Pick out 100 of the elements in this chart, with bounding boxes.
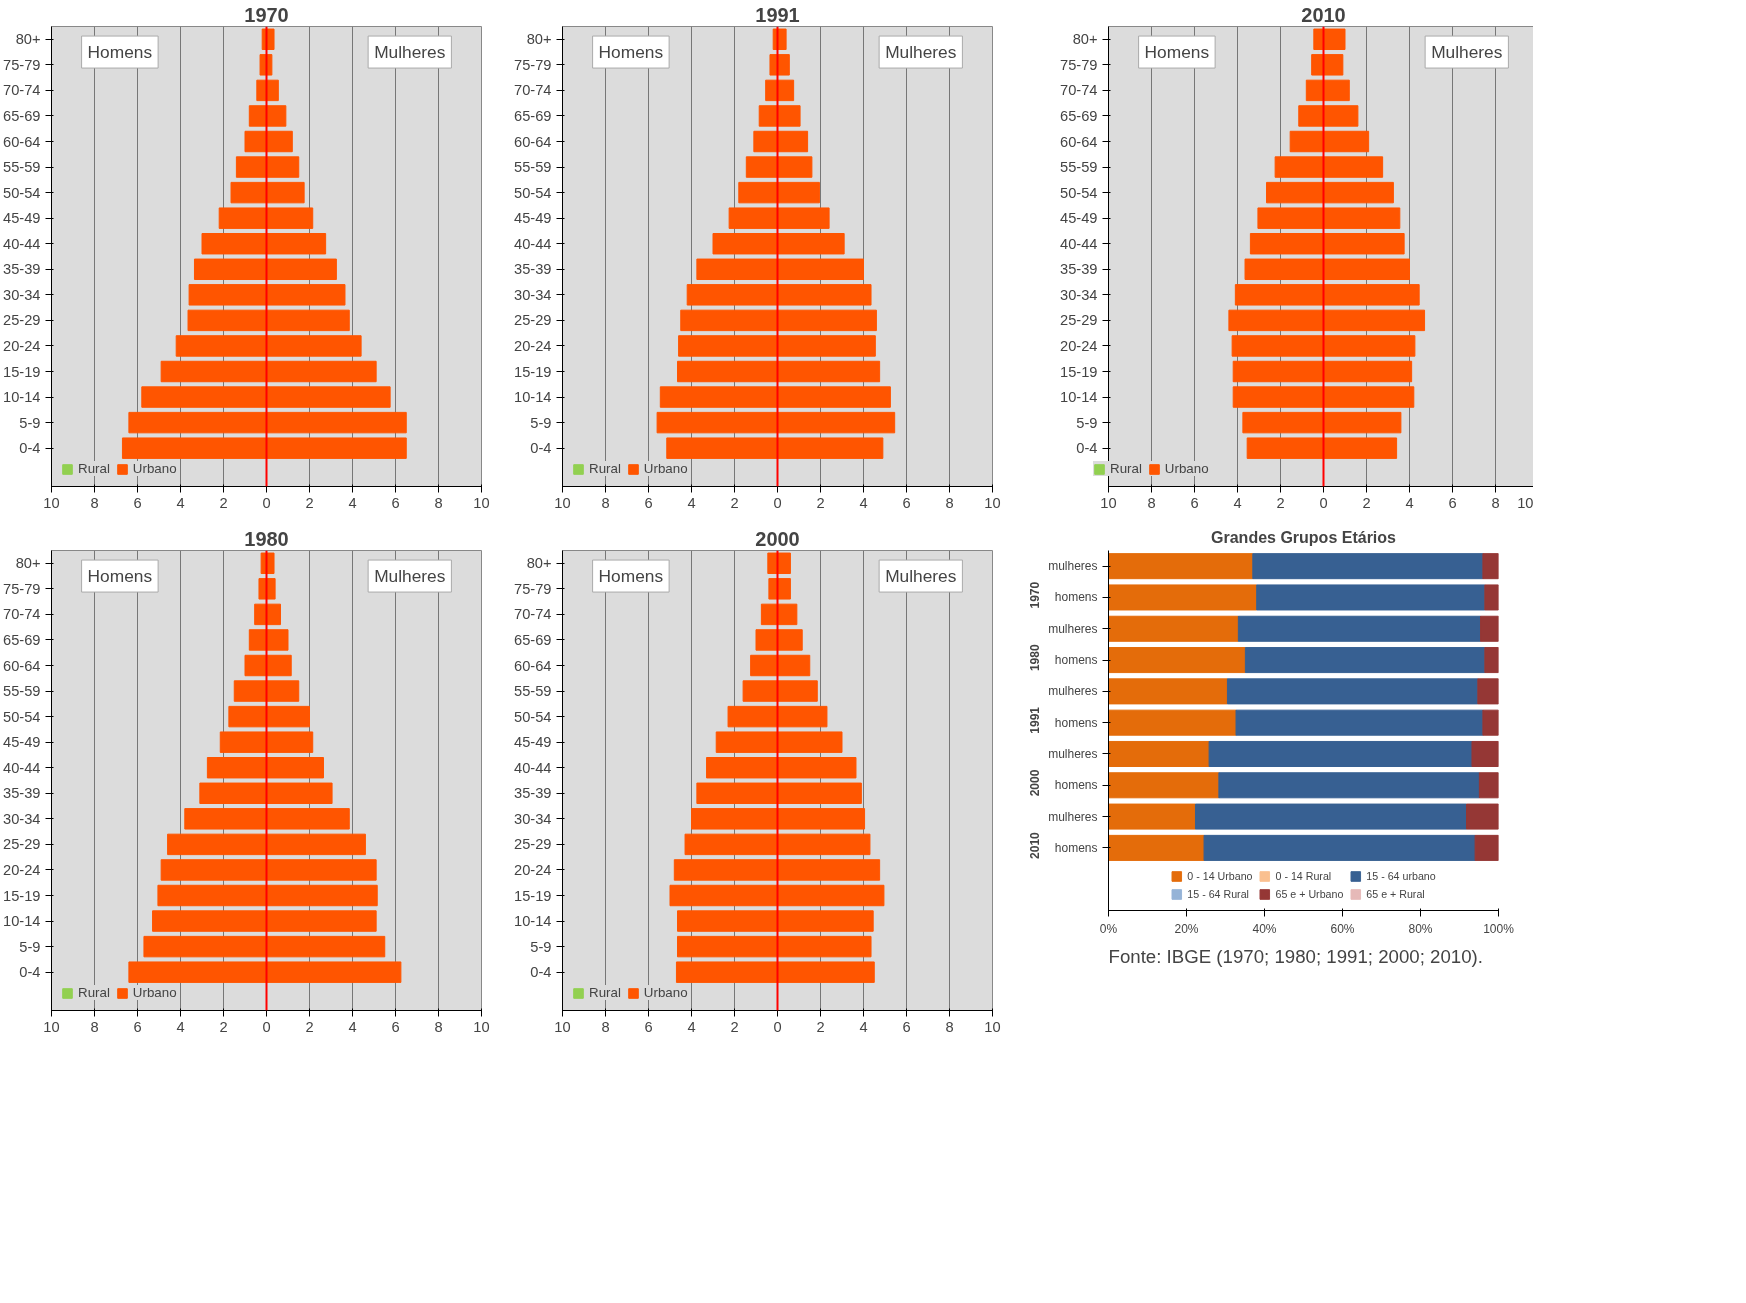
y-tick-label: homens [1054,778,1098,793]
y-tick-label: 0-4 [19,440,41,457]
y-tick-label: 25-29 [3,836,41,853]
y-tick-label: 35-39 [3,785,41,802]
y-tick-label: mulheres [1048,809,1098,824]
y-tick-label: 5-9 [530,938,552,955]
y-tick-label: homens [1054,840,1098,855]
y-tick-label: 70-74 [514,606,552,623]
x-tick-label: 8 [90,1018,99,1035]
y-tick-label: 40-44 [514,759,552,776]
annotation: Mulheres [374,42,446,63]
x-tick-label: 6 [902,1018,911,1035]
y-tick-label: 55-59 [514,683,552,700]
y-tick-label: 65-69 [3,631,41,648]
y-tick-label: mulheres [1048,684,1098,699]
y-tick-label: 45-49 [514,734,552,751]
y-tick-label: 35-39 [1060,261,1098,278]
x-tick-label: 0 [773,494,782,511]
chart-title: Grandes Grupos Etários [1211,528,1397,546]
chart-title: 1970 [244,3,289,26]
legend-label: 0 - 14 Rural [1275,870,1332,882]
x-tick-label: 6 [1190,494,1199,511]
y-tick-label: 30-34 [514,810,552,827]
x-tick-label: 4 [687,1018,696,1035]
y-tick-label: 75-79 [3,580,41,597]
y-tick-label: 55-59 [3,159,41,176]
legend-label: Rural [1110,461,1142,476]
y-tick-label: 60-64 [3,133,41,150]
y-tick-label: 20-24 [1060,337,1098,354]
y-tick-label: 30-34 [1060,286,1098,303]
legend-label: 15 - 64 Rural [1187,888,1249,900]
text: 2010 [1028,831,1042,859]
y-tick-label: 15-19 [3,887,41,904]
x-tick-label: 0 [1319,494,1328,511]
x-tick-label: 0 [262,1018,271,1035]
x-tick-label: 4 [1233,494,1242,511]
y-tick-label: 25-29 [3,312,41,329]
annotation: Mulheres [1431,42,1503,63]
x-tick-label: 6 [133,494,142,511]
x-tick-label: 6 [1448,494,1457,511]
x-tick-label: 8 [601,1018,610,1035]
y-tick-label: 40-44 [3,235,41,252]
y-tick-label: 50-54 [514,184,552,201]
y-tick-label: 70-74 [1060,82,1098,99]
y-tick-label: mulheres [1048,559,1098,574]
legend-label: 65 e + Rural [1366,888,1425,900]
y-tick-label: mulheres [1048,621,1098,636]
y-tick-label: 70-74 [3,606,41,623]
text: 1980 [1028,644,1042,672]
x-tick-label: 8 [90,494,99,511]
x-tick-label: 20% [1174,921,1199,936]
legend-label: 15 - 64 urbano [1366,870,1436,882]
x-tick-label: 60% [1330,921,1355,936]
annotation: Mulheres [374,566,446,587]
x-tick-label: 4 [687,494,696,511]
y-tick-label: 10-14 [514,913,552,930]
y-tick-label: 25-29 [514,312,552,329]
y-tick-label: 75-79 [3,56,41,73]
y-tick-label: 5-9 [19,414,41,431]
y-tick-label: 80+ [15,31,41,48]
x-tick-label: 2 [1362,494,1371,511]
annotation: Homens [87,42,153,63]
legend-label: Urbano [643,985,688,1000]
y-tick-label: 10-14 [514,389,552,406]
text: 1991 [1028,706,1042,734]
x-tick-label: 6 [133,1018,142,1035]
chart-title: 1980 [244,527,289,550]
y-tick-label: 15-19 [514,887,552,904]
x-tick-label: 6 [902,494,911,511]
y-tick-label: 65-69 [3,107,41,124]
y-tick-label: mulheres [1048,746,1098,761]
x-tick-label: 100% [1483,921,1515,936]
y-tick-label: 15-19 [514,363,552,380]
y-tick-label: 50-54 [1060,184,1098,201]
x-tick-label: 8 [434,1018,443,1035]
legend-label: Urbano [132,461,177,476]
legend-label: Rural [78,985,110,1000]
chart-title: 2000 [755,527,800,550]
y-tick-label: 50-54 [3,708,41,725]
y-tick-label: 80+ [526,31,552,48]
x-tick-label: 8 [601,494,610,511]
y-tick-label: homens [1054,715,1098,730]
annotation: Homens [87,566,153,587]
y-tick-label: 30-34 [514,286,552,303]
y-tick-label: 20-24 [3,861,41,878]
x-tick-label: 4 [1405,494,1414,511]
legend-label: Urbano [1164,461,1209,476]
y-tick-label: 15-19 [3,363,41,380]
legend-label: Urbano [132,985,177,1000]
x-tick-label: 2 [1276,494,1285,511]
y-tick-label: 80+ [1072,31,1098,48]
y-tick-label: 50-54 [514,708,552,725]
x-tick-label: 2 [305,1018,314,1035]
y-tick-label: 80+ [526,555,552,572]
legend-label: Rural [589,985,621,1000]
y-tick-label: 0-4 [530,964,552,981]
x-tick-label: 40% [1252,921,1277,936]
x-tick-label: 4 [348,1018,357,1035]
x-tick-label: 10 [473,494,490,511]
x-tick-label: 0 [262,494,271,511]
